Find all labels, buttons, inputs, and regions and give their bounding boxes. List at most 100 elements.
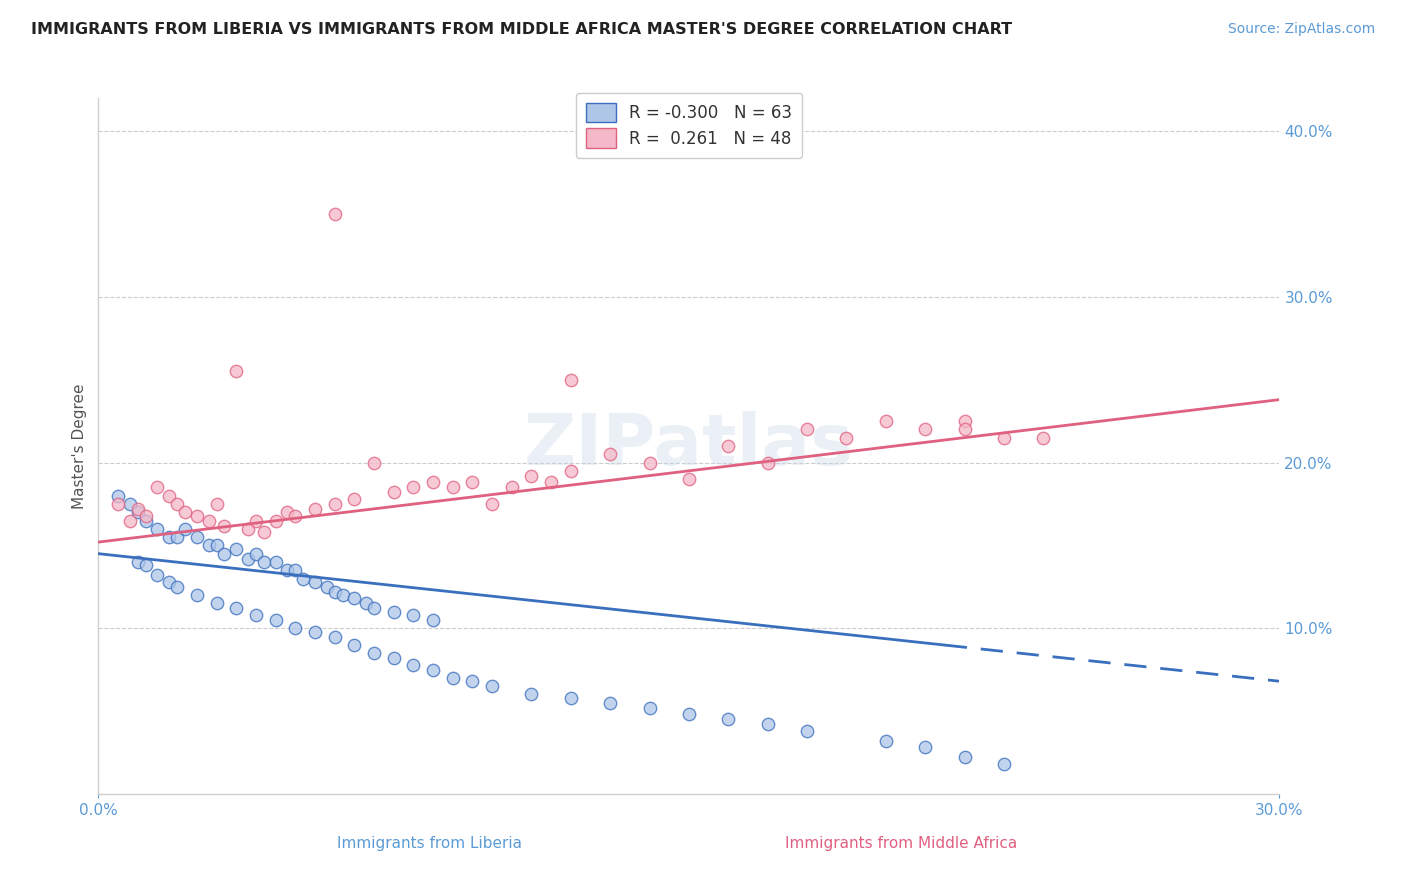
Point [993,757,1015,772]
Point [118,514,141,528]
Point [197,514,219,528]
Point [343,591,366,606]
Point [501,480,523,494]
Text: IMMIGRANTS FROM LIBERIA VS IMMIGRANTS FROM MIDDLE AFRICA MASTER'S DEGREE CORRELA: IMMIGRANTS FROM LIBERIA VS IMMIGRANTS FR… [31,22,1012,37]
Y-axis label: Master's Degree: Master's Degree [72,384,87,508]
Point [292,572,315,586]
Point [560,373,582,387]
Point [402,607,425,622]
Point [678,472,700,486]
Point [157,574,180,589]
Point [441,480,464,494]
Point [315,580,337,594]
Point [363,456,385,470]
Point [599,447,621,461]
Point [402,480,425,494]
Point [382,651,405,665]
Point [127,502,149,516]
Point [264,613,287,627]
Point [146,568,169,582]
Point [253,525,276,540]
Point [363,601,385,615]
Text: Source: ZipAtlas.com: Source: ZipAtlas.com [1227,22,1375,37]
Point [540,475,562,490]
Point [953,422,976,436]
Point [174,505,197,519]
Point [717,712,740,726]
Point [560,464,582,478]
Point [835,431,858,445]
Point [993,431,1015,445]
Point [953,750,976,764]
Point [245,514,267,528]
Point [796,422,818,436]
Point [560,690,582,705]
Point [875,734,897,748]
Point [343,491,366,506]
Point [276,563,298,577]
Point [205,497,228,511]
Point [135,514,157,528]
Point [1032,431,1054,445]
Point [461,674,484,689]
Point [323,630,346,644]
Point [402,657,425,672]
Point [343,638,366,652]
Point [796,723,818,738]
Point [481,679,503,693]
Point [284,621,307,635]
Point [520,468,543,483]
Point [214,547,236,561]
Point [382,485,405,500]
Point [174,522,197,536]
Point [717,439,740,453]
Point [253,555,276,569]
Point [284,508,307,523]
Point [186,530,208,544]
Point [166,580,188,594]
Point [284,563,307,577]
Point [205,538,228,552]
Point [276,505,298,519]
Point [638,456,661,470]
Point [914,422,936,436]
Point [323,584,346,599]
Point [118,497,141,511]
Point [157,489,180,503]
Point [363,646,385,660]
Point [236,551,259,566]
Point [422,613,444,627]
Point [441,671,464,685]
Point [107,497,129,511]
Point [166,497,188,511]
Point [323,497,346,511]
Text: ZIPatlas: ZIPatlas [524,411,853,481]
Point [186,588,208,602]
Point [127,505,149,519]
Point [422,475,444,490]
Point [332,588,354,602]
Text: Immigrants from Middle Africa: Immigrants from Middle Africa [786,836,1018,851]
Point [245,547,267,561]
Point [481,497,503,511]
Point [146,522,169,536]
Point [304,624,326,639]
Point [953,414,976,428]
Point [520,688,543,702]
Point [304,574,326,589]
Point [323,207,346,221]
Point [382,605,405,619]
Point [157,530,180,544]
Point [914,740,936,755]
Point [135,508,157,523]
Point [186,508,208,523]
Point [225,364,247,378]
Point [264,555,287,569]
Point [756,456,779,470]
Point [461,475,484,490]
Point [127,555,149,569]
Point [264,514,287,528]
Point [225,541,247,556]
Point [245,607,267,622]
Point [225,601,247,615]
